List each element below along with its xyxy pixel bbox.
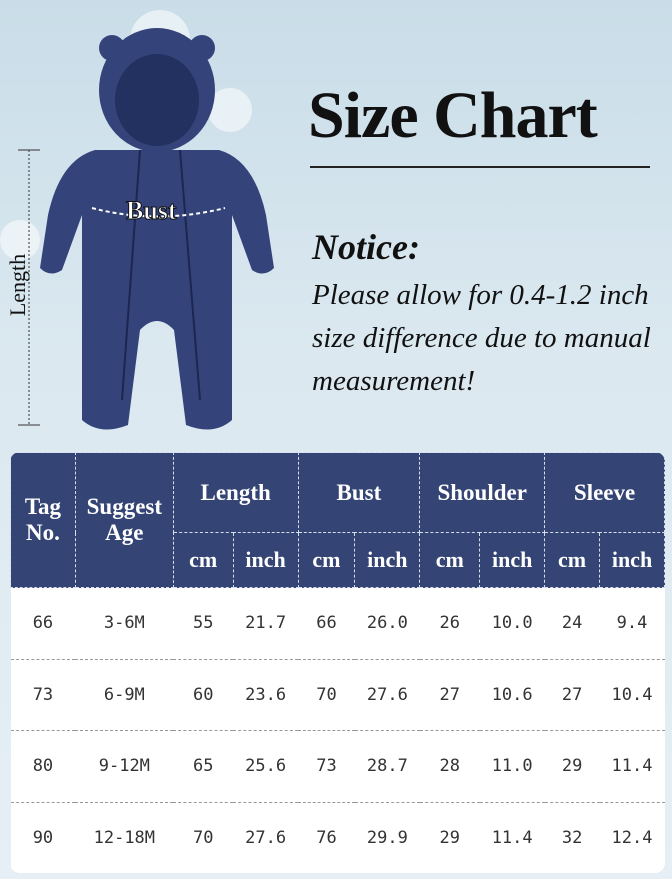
size-table: Tag No. Suggest Age Length Bust Shoulder…	[10, 452, 665, 873]
header-length: Length	[172, 452, 299, 533]
table-cell: 66	[10, 587, 76, 659]
table-cell: 24	[544, 587, 600, 659]
bust-label: Bust	[126, 196, 178, 226]
table-cell: 73	[10, 658, 76, 731]
table-cell: 12.4	[599, 801, 665, 873]
table-cell: 76	[298, 801, 355, 873]
table-cell: 60	[173, 658, 234, 731]
header-age: Suggest Age	[74, 452, 174, 588]
notice-text: Please allow for 0.4-1.2 inch size diffe…	[312, 279, 651, 397]
header-unit: inch	[354, 532, 421, 588]
header-unit: cm	[172, 532, 234, 588]
header-unit: inch	[232, 532, 299, 588]
header-unit: cm	[297, 532, 356, 588]
header-tag: Tag No.	[10, 452, 76, 588]
table-cell: 3-6M	[75, 587, 174, 659]
table-cell: 66	[298, 587, 355, 659]
table-cell: 10.4	[599, 658, 665, 731]
table-cell: 10.0	[479, 587, 545, 659]
header-unit: cm	[544, 532, 601, 588]
table-cell: 65	[173, 730, 234, 802]
length-label: Length	[5, 253, 31, 317]
table-cell: 9.4	[599, 587, 665, 659]
table-cell: 27	[544, 658, 600, 731]
header-shoulder: Shoulder	[419, 452, 546, 533]
table-cell: 29.9	[354, 801, 420, 873]
table-row: 90 12-18M 70 27.6 76 29.9 29 11.4 32 12.4	[10, 801, 665, 873]
table-cell: 70	[298, 658, 355, 731]
table-cell: 23.6	[233, 658, 299, 731]
table-cell: 9-12M	[75, 730, 174, 802]
table-cell: 25.6	[233, 730, 299, 802]
table-cell: 27.6	[354, 658, 420, 731]
header-unit: inch	[479, 532, 546, 588]
title-divider	[310, 166, 650, 168]
header-unit: cm	[419, 532, 481, 588]
table-row: 80 9-12M 65 25.6 73 28.7 28 11.0 29 11.4	[10, 730, 665, 802]
table-cell: 11.4	[599, 730, 665, 802]
table-cell: 80	[10, 730, 76, 802]
table-cell: 29	[419, 801, 480, 873]
table-cell: 27.6	[233, 801, 299, 873]
table-cell: 26	[419, 587, 480, 659]
table-cell: 6-9M	[75, 658, 174, 731]
table-cell: 12-18M	[75, 801, 174, 873]
table-cell: 28.7	[354, 730, 420, 802]
table-cell: 11.4	[479, 801, 545, 873]
table-cell: 28	[419, 730, 480, 802]
table-cell: 10.6	[479, 658, 545, 731]
table-row: 66 3-6M 55 21.7 66 26.0 26 10.0 24 9.4	[10, 587, 665, 659]
table-cell: 29	[544, 730, 600, 802]
header-unit: inch	[599, 532, 665, 588]
header-bust: Bust	[297, 452, 421, 533]
table-cell: 27	[419, 658, 480, 731]
notice-heading: Notice:	[312, 227, 420, 267]
table-cell: 32	[544, 801, 600, 873]
table-cell: 90	[10, 801, 76, 873]
table-cell: 21.7	[233, 587, 299, 659]
table-row: 73 6-9M 60 23.6 70 27.6 27 10.6 27 10.4	[10, 658, 665, 731]
table-cell: 70	[173, 801, 234, 873]
table-cell: 26.0	[354, 587, 420, 659]
table-cell: 73	[298, 730, 355, 802]
table-cell: 11.0	[479, 730, 545, 802]
page-title: Size Chart	[308, 79, 598, 152]
snowsuit-image	[0, 10, 274, 430]
header-sleeve: Sleeve	[544, 452, 665, 533]
table-cell: 55	[173, 587, 234, 659]
